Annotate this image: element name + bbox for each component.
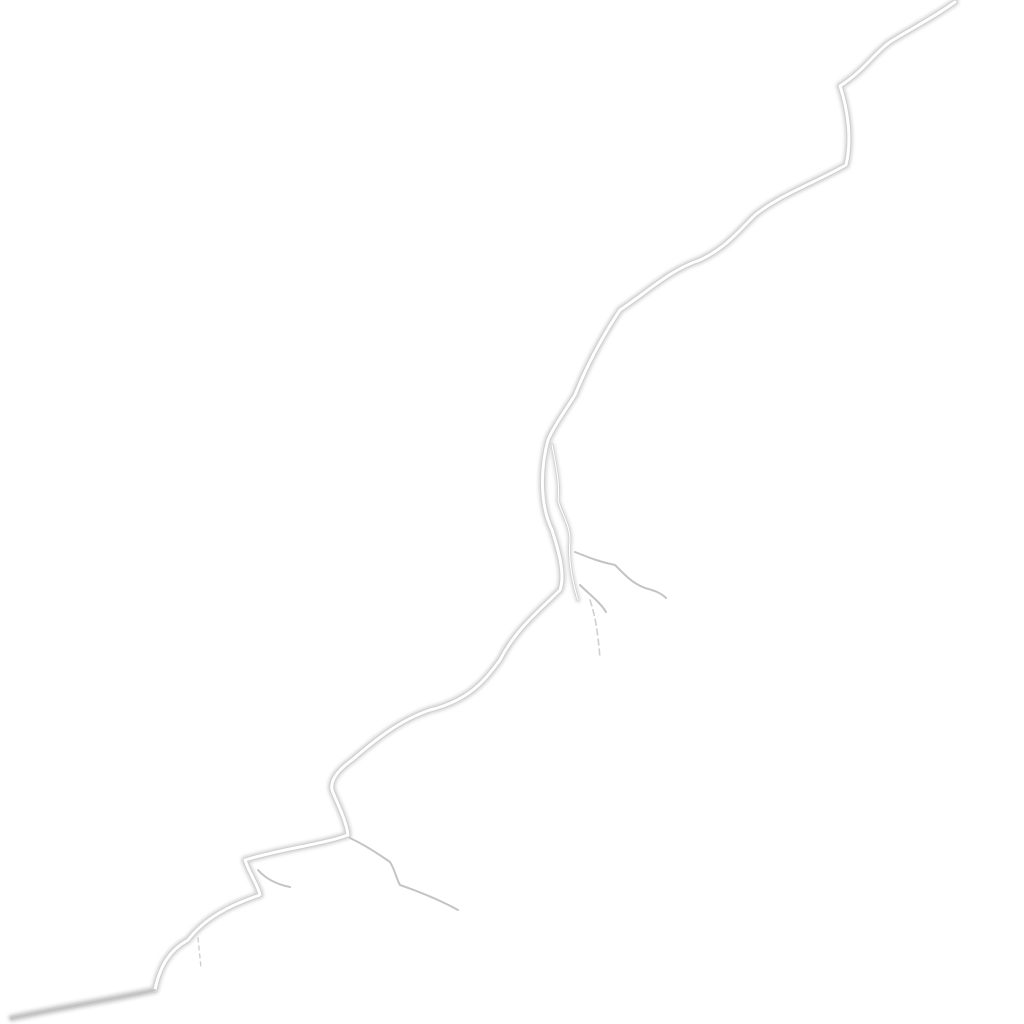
branch-center-right bbox=[574, 551, 667, 599]
main-crack-shadow bbox=[8, 0, 959, 1022]
split-crack-fill bbox=[551, 444, 579, 601]
branch-bottom-small bbox=[197, 869, 291, 969]
branch-center-down-tail bbox=[589, 599, 601, 659]
branch-bottom-small-line bbox=[257, 869, 291, 888]
branch-center-down-line bbox=[579, 584, 607, 613]
tail-lower-left-line bbox=[11, 989, 156, 1019]
branch-bottom-right-line bbox=[349, 837, 459, 911]
main-crack-fill bbox=[153, 0, 957, 992]
branch-bottom-small-tail bbox=[197, 937, 202, 969]
tail-lower-left bbox=[11, 989, 156, 1019]
main-crack-edge bbox=[9, 0, 958, 1021]
split-crack bbox=[549, 442, 581, 603]
branch-bottom-right bbox=[349, 837, 459, 911]
main-crack bbox=[8, 0, 959, 1022]
branch-center-right-line bbox=[574, 551, 667, 599]
branch-center-down bbox=[579, 584, 607, 659]
